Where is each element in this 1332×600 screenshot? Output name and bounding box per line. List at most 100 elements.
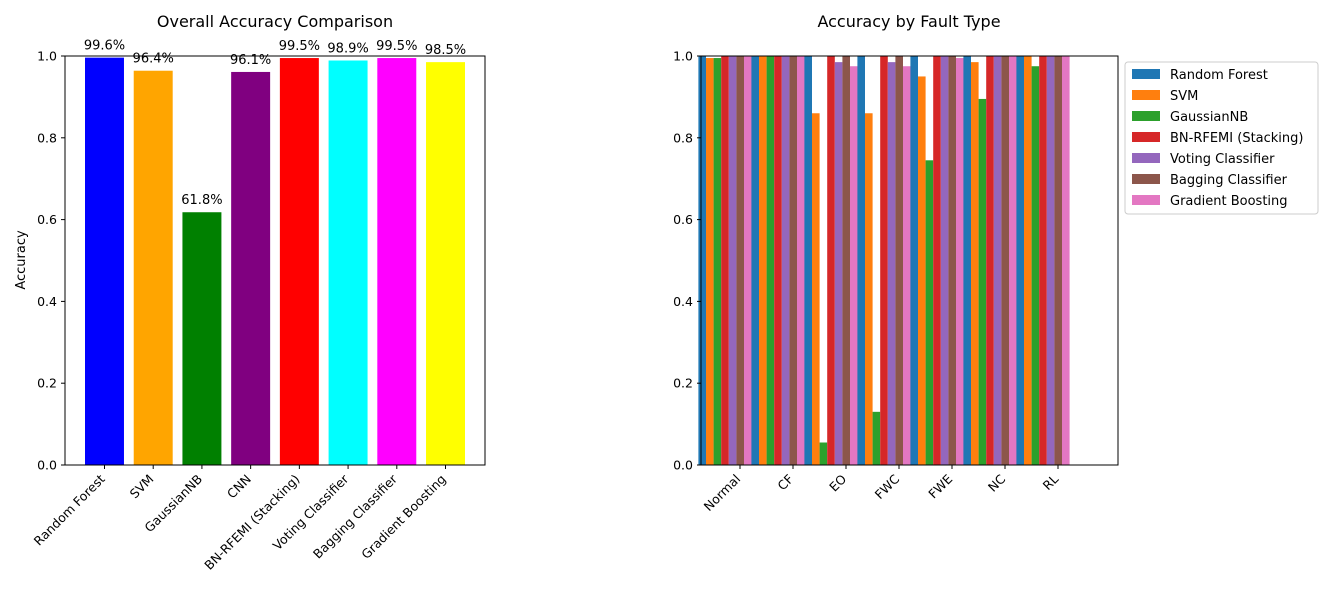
bar — [1062, 56, 1070, 465]
x-tick-label: CNN — [224, 471, 254, 501]
bar — [812, 113, 820, 465]
x-tick-label: NC — [985, 471, 1009, 495]
x-tick-label: EO — [826, 471, 849, 494]
bar-value-label: 96.1% — [230, 53, 271, 68]
bar — [781, 56, 790, 465]
y-tick-label: 0.6 — [37, 212, 57, 227]
x-tick-label: FWE — [925, 471, 955, 501]
y-axis: 0.0 0.2 0.4 0.6 0.8 1.0 — [673, 49, 701, 473]
x-tick-label: CF — [774, 471, 796, 493]
x-tick-label: FWC — [872, 471, 903, 502]
x-axis: Normal CF EO FWC FWE NC RL — [701, 465, 1062, 514]
bar — [751, 56, 759, 465]
bar — [759, 56, 767, 465]
bar-value-label: 99.5% — [279, 39, 320, 54]
y-axis-label: Accuracy — [14, 230, 29, 290]
x-tick-label: SVM — [127, 471, 157, 501]
bar — [1054, 56, 1062, 465]
bar — [963, 56, 971, 465]
x-tick-label: Normal — [701, 471, 744, 514]
bar — [948, 56, 956, 465]
bar — [819, 442, 828, 465]
legend-label: GaussianNB — [1170, 110, 1248, 125]
y-tick-label: 0.8 — [673, 130, 693, 145]
legend-swatch — [1132, 153, 1160, 163]
bar — [698, 56, 706, 465]
legend-label: Voting Classifier — [1170, 152, 1275, 167]
bar-value-label: 98.5% — [425, 43, 466, 58]
bar — [774, 56, 782, 465]
x-tick-label: Random Forest — [31, 471, 108, 548]
legend-swatch — [1132, 90, 1160, 100]
bar — [1001, 56, 1009, 465]
bar — [887, 62, 896, 465]
legend: Random Forest SVM GaussianNB BN-RFEMI (Stac… — [1124, 61, 1319, 215]
bar — [880, 56, 888, 465]
bar — [986, 56, 994, 465]
bar — [1009, 56, 1017, 465]
legend-swatch — [1132, 132, 1160, 142]
bar-value-label: 98.9% — [327, 41, 368, 56]
bar-value-label: 99.6% — [84, 39, 125, 54]
legend-label: Random Forest — [1170, 68, 1268, 83]
bar — [910, 56, 918, 465]
y-tick-label: 0.4 — [673, 294, 693, 309]
bar — [766, 56, 775, 465]
plot-frame — [700, 55, 1119, 466]
bar-value-label: 96.4% — [133, 52, 174, 67]
bar — [1046, 56, 1055, 465]
bar — [971, 62, 979, 465]
x-tick-label: Gradient Boosting — [358, 471, 449, 562]
data-labels: 99.6% 96.4% 61.8% 96.1% 99.5% 98.9% 99.5% 98.5% — [84, 39, 466, 209]
bar — [1016, 56, 1024, 465]
legend-swatch — [1132, 69, 1160, 79]
chart-title: Overall Accuracy Comparison — [157, 12, 393, 31]
x-tick-label: Bagging Classifier — [310, 471, 401, 562]
bar — [827, 56, 835, 465]
bar — [1039, 56, 1047, 465]
bar — [895, 56, 903, 465]
bar — [182, 212, 222, 465]
bar — [706, 58, 714, 466]
legend-swatch — [1132, 111, 1160, 121]
y-tick-label: 1.0 — [37, 49, 57, 64]
legend-label: Bagging Classifier — [1170, 173, 1288, 188]
bar — [1024, 56, 1032, 465]
bar — [834, 62, 843, 465]
bar — [925, 160, 934, 466]
legend-frame — [1124, 61, 1319, 215]
bar — [918, 76, 926, 465]
y-tick-label: 0.2 — [37, 376, 57, 391]
bar — [978, 98, 987, 465]
bar — [865, 113, 873, 465]
bar — [789, 56, 797, 465]
bars — [85, 57, 465, 466]
bar — [842, 56, 850, 465]
bars — [698, 56, 1070, 466]
chart-accuracy-by-fault: Accuracy by Fault Type 0.0 0.2 0.4 0.6 0.8 1.… — [673, 12, 1319, 514]
legend-swatch — [1132, 195, 1160, 205]
legend-swatch — [1132, 174, 1160, 184]
bar — [804, 56, 812, 465]
bar — [426, 62, 465, 465]
x-tick-label: RL — [1040, 471, 1062, 493]
bar — [85, 57, 124, 466]
legend-items: Random Forest SVM GaussianNB BN-RFEMI (Stac… — [1132, 68, 1303, 209]
bar — [857, 56, 865, 465]
bar — [744, 56, 752, 465]
legend-label: SVM — [1170, 89, 1198, 104]
x-tick-label: BN-RFEMI (Stacking) — [201, 471, 302, 572]
bar — [940, 56, 949, 465]
bar — [328, 60, 368, 466]
bar — [231, 71, 271, 466]
plot-frame — [64, 55, 486, 466]
y-tick-label: 0.0 — [37, 458, 57, 473]
y-tick-label: 1.0 — [673, 49, 693, 64]
bar-value-label: 61.8% — [181, 193, 222, 208]
bar — [1031, 66, 1040, 465]
bar — [713, 58, 722, 466]
bar — [377, 58, 417, 466]
bar — [993, 56, 1002, 465]
